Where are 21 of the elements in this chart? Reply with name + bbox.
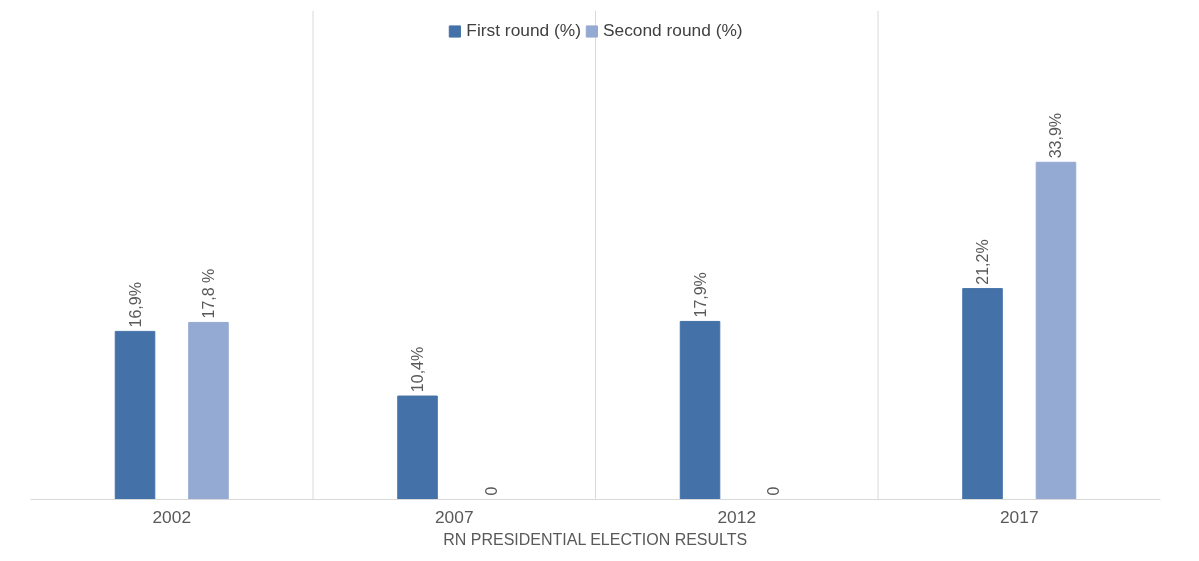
legend-label: Second round (%) [602,20,743,41]
x-tick-label: 2012 [717,506,757,527]
data-label: 0 [482,486,500,496]
legend-label: First round (%) [466,20,581,41]
bar [962,288,1003,500]
data-label: 33,9% [1047,112,1065,159]
data-label: 21,2% [974,239,992,285]
bar [188,321,229,500]
data-label: 17,9% [691,272,709,318]
bar [1035,161,1077,500]
x-tick-label: 2002 [152,506,192,527]
bar [114,330,156,500]
data-label: 10,4% [409,346,427,393]
bar [397,395,438,500]
data-label: 0 [765,486,783,496]
x-tick-label: 2017 [999,506,1039,527]
bar [679,320,721,500]
x-tick-label: 2007 [434,506,474,527]
data-label: 17,8 % [199,268,217,319]
x-axis-title: RN PRESIDENTIAL ELECTION RESULTS [443,530,748,548]
data-label: 16,9% [126,282,144,328]
